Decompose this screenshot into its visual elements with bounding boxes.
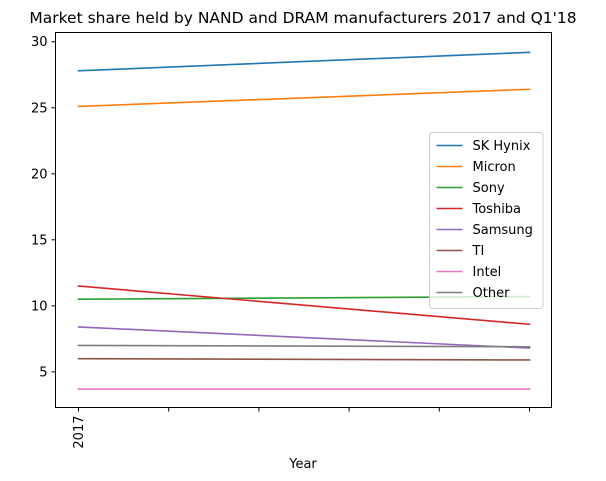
y-tick-label: 10 [31,299,48,314]
y-tick-label: 20 [31,167,48,182]
legend-label-sony: Sony [473,181,505,196]
legend-label-micron: Micron [473,160,516,175]
chart-title: Market share held by NAND and DRAM manuf… [29,9,576,27]
series-line-other [77,344,531,348]
legend-label-samsung: Samsung [473,223,533,238]
legend-label-intel: Intel [473,265,502,280]
series-line-toshiba [77,285,531,326]
series-line-sk-hynix [77,51,531,72]
y-tick-label: 25 [31,101,48,116]
series-line-samsung [77,326,531,349]
legend-label-toshiba: Toshiba [472,202,522,217]
x-axis-label: Year [288,457,317,472]
series-line-ti [77,357,531,361]
legend-label-ti: TI [472,244,485,259]
plot-area-frame [55,32,552,408]
x-tick-label: 2017 [72,416,87,449]
y-tick-label: 15 [31,233,48,248]
legend-box [429,132,544,309]
legend-label-other: Other [473,286,511,301]
x-axis: 2017 [72,407,530,449]
series-line-micron [77,88,531,108]
y-axis: 5 10 15 20 25 30 [31,35,56,380]
y-tick-label: 5 [39,365,47,380]
y-tick-label: 30 [31,35,48,50]
legend: SK Hynix Micron Sony Toshiba Samsung TI Intel O… [429,132,544,309]
legend-label-sk-hynix: SK Hynix [473,139,531,154]
